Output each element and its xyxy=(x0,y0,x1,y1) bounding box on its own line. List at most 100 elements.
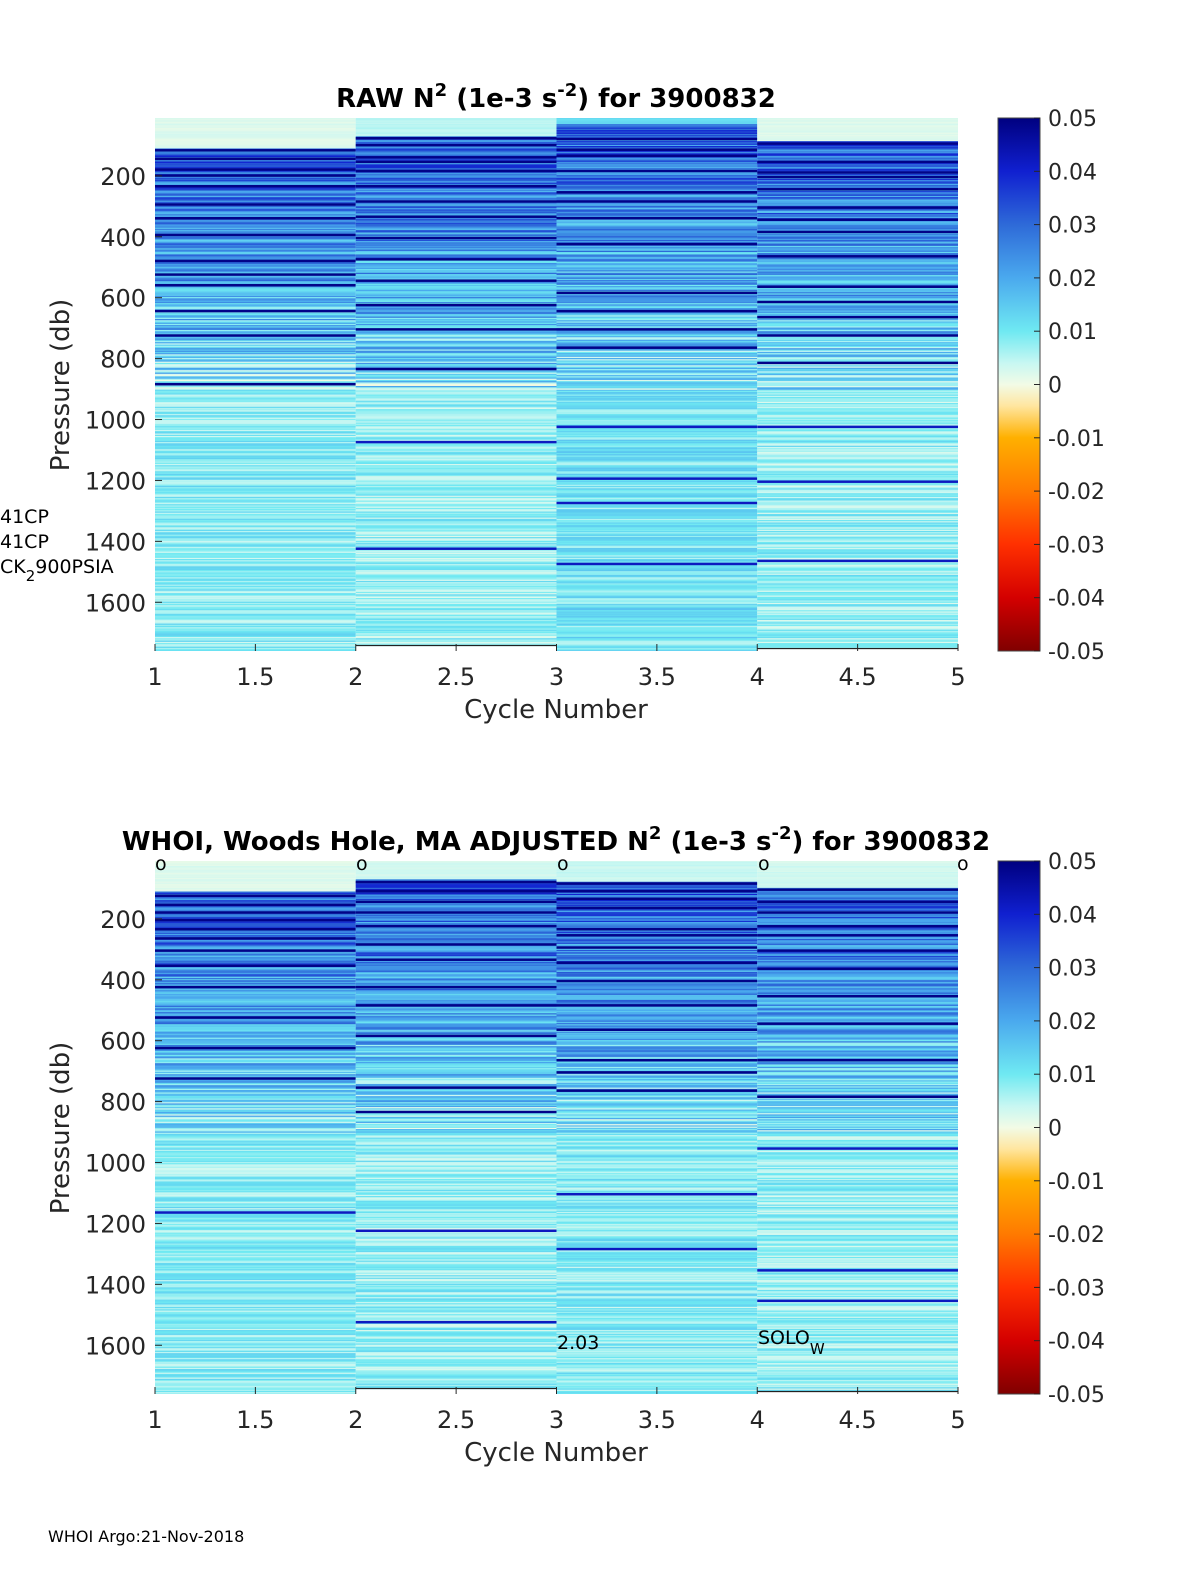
raw-cell xyxy=(556,289,758,292)
raw-cell xyxy=(155,165,356,168)
raw-cell xyxy=(355,390,557,393)
adjusted-cell xyxy=(355,1083,557,1086)
raw-cell xyxy=(155,467,356,470)
raw-cell xyxy=(355,394,557,397)
raw-cell xyxy=(155,528,356,531)
raw-cell xyxy=(355,277,557,280)
adjusted-cell xyxy=(757,1295,958,1298)
raw-cell xyxy=(355,188,557,191)
raw-cell xyxy=(355,449,557,452)
raw-cell xyxy=(155,512,356,515)
raw-cell xyxy=(155,381,356,383)
raw-cell xyxy=(556,621,758,623)
adjusted-cell xyxy=(155,1181,356,1184)
raw-cell xyxy=(355,131,557,134)
raw-cell xyxy=(155,499,356,502)
raw-cell xyxy=(757,496,958,499)
adjusted-cell xyxy=(757,984,958,986)
raw-cell xyxy=(155,403,356,405)
raw-cell xyxy=(556,560,758,563)
adjusted-cell xyxy=(155,1345,356,1348)
raw-cell xyxy=(155,460,356,463)
adjusted-cell xyxy=(355,941,557,944)
adjusted-cell xyxy=(556,1197,758,1200)
raw-cell xyxy=(556,524,758,527)
adjusted-cell xyxy=(355,1049,557,1052)
adjusted-cell xyxy=(355,975,557,978)
adjusted-cell xyxy=(155,1281,356,1284)
adjusted-cell xyxy=(355,1309,557,1312)
raw-cell xyxy=(757,437,958,440)
raw-strong-line xyxy=(355,136,557,140)
raw-strong-line xyxy=(355,156,557,159)
adjusted-cell xyxy=(556,1353,758,1356)
raw-cell xyxy=(757,418,958,421)
adjusted-cell xyxy=(757,946,958,949)
adjusted-cell xyxy=(556,975,758,978)
raw-cell xyxy=(355,310,557,313)
raw-cell xyxy=(355,192,557,195)
raw-cell xyxy=(757,260,958,263)
raw-cell xyxy=(155,438,356,441)
raw-cell xyxy=(355,322,557,325)
adjusted-cell xyxy=(155,1036,356,1039)
adjusted-cell xyxy=(155,1256,356,1259)
adjusted-cell xyxy=(355,1161,557,1164)
adjusted-cell xyxy=(155,1031,356,1034)
raw-cell xyxy=(556,304,758,307)
adjusted-cell xyxy=(355,1071,557,1074)
adjusted-panel: WHOI, Woods Hole, MA ADJUSTED N2 (1e-3 s… xyxy=(46,823,1105,1468)
adjusted-cell xyxy=(155,934,356,936)
raw-cell xyxy=(556,384,758,387)
raw-cell xyxy=(556,249,758,252)
adjusted-cell xyxy=(355,917,557,919)
raw-cell xyxy=(556,460,758,463)
raw-cell xyxy=(355,426,557,429)
raw-cell xyxy=(155,638,356,641)
adjusted-cell xyxy=(757,1016,958,1019)
raw-cell xyxy=(556,505,758,508)
adjusted-cell xyxy=(757,1038,958,1041)
adjusted-cell xyxy=(757,1155,958,1158)
raw-cell xyxy=(355,127,557,130)
adjusted-cell xyxy=(155,1132,356,1135)
adjusted-cell xyxy=(556,892,758,895)
adjusted-cell xyxy=(556,878,758,880)
raw-strong-line xyxy=(155,382,356,386)
raw-cell xyxy=(155,132,356,135)
raw-cell xyxy=(155,393,356,396)
adjusted-cell xyxy=(355,1302,557,1304)
adjusted-cell xyxy=(757,1361,958,1364)
raw-cell xyxy=(757,563,958,566)
adjusted-cell xyxy=(556,1291,758,1293)
adjusted-cell xyxy=(355,1200,557,1203)
raw-cell xyxy=(556,267,758,270)
raw-cell xyxy=(556,420,758,422)
adjusted-cell xyxy=(556,1256,758,1259)
raw-cell xyxy=(355,463,557,466)
raw-cell xyxy=(155,463,356,466)
adjusted-strong-line xyxy=(757,995,958,998)
raw-cell xyxy=(155,427,356,430)
raw-cell xyxy=(556,472,758,475)
raw-cell xyxy=(757,375,958,377)
raw-cell xyxy=(355,640,557,643)
adjusted-cell xyxy=(757,965,958,968)
adjusted-cell xyxy=(155,878,356,880)
raw-cell xyxy=(155,372,356,375)
raw-cell xyxy=(757,500,958,503)
raw-cell xyxy=(556,159,758,162)
raw-cell xyxy=(155,505,356,508)
raw-cell xyxy=(556,427,758,430)
adjusted-cell xyxy=(155,1030,356,1033)
raw-cell xyxy=(556,455,758,458)
raw-cell xyxy=(155,153,356,156)
raw-cell xyxy=(757,513,958,516)
raw-cell xyxy=(155,120,356,123)
adjusted-cell xyxy=(556,1319,758,1321)
raw-cell xyxy=(155,411,356,414)
raw-cell xyxy=(155,265,356,268)
raw-cell xyxy=(355,182,557,185)
raw-cell xyxy=(757,531,958,533)
raw-cell xyxy=(556,311,758,314)
